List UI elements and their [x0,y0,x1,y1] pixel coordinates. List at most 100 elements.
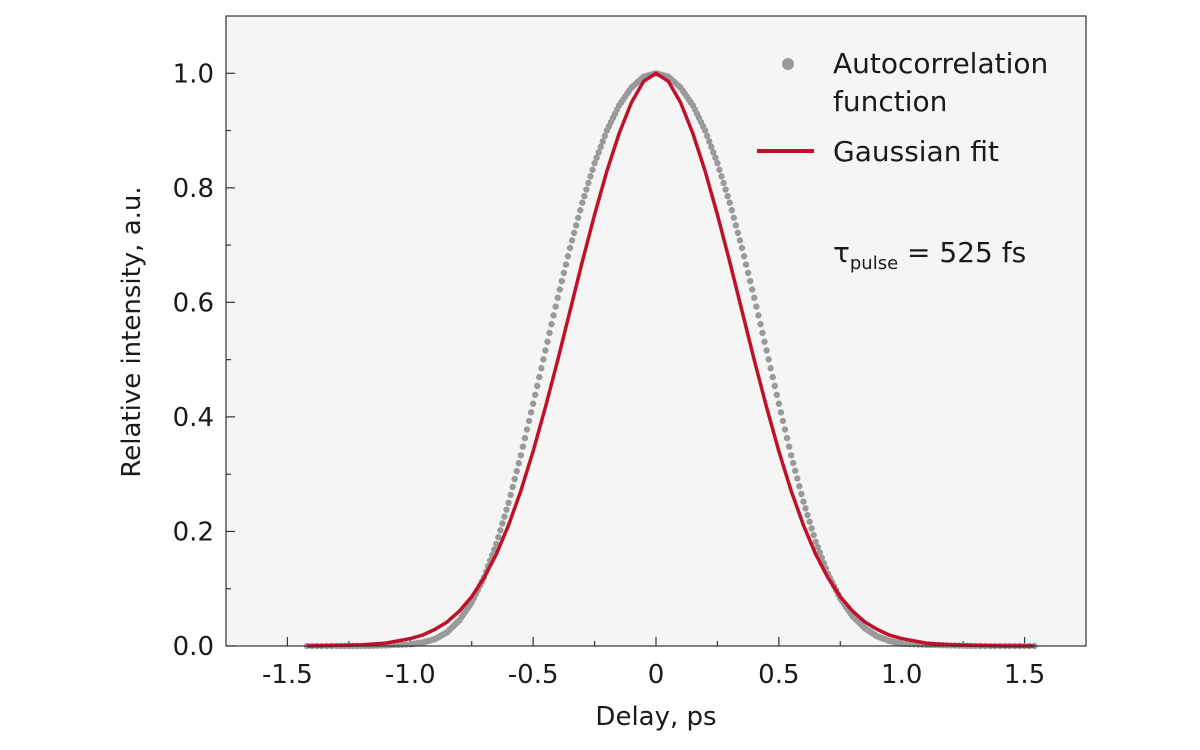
data-point-interp [507,491,514,499]
data-point [505,499,512,507]
data-point-interp [708,143,715,151]
plot-frame [225,15,1087,647]
data-point-interp [548,320,555,328]
data-point-interp [536,373,543,381]
data-point-interp [749,286,756,293]
data-point-interp [742,261,750,268]
data-point-interp [503,506,510,513]
data-point-interp [757,320,764,328]
data-point-interp [740,253,748,260]
data-point-interp [802,505,809,512]
data-point-interp [744,269,752,277]
data-point-interp [515,460,523,467]
data-point-interp [728,207,735,214]
data-point-interp [712,154,719,161]
data-point-interp [720,179,727,187]
data-point-interp [777,409,785,416]
data-point-interp [798,490,805,498]
x-axis-title: Delay, ps [595,702,716,732]
data-point-interp [765,356,772,363]
tau-subscript: pulse [850,253,898,274]
data-point [566,244,574,252]
data-point-interp [497,527,504,534]
data-point-interp [710,149,717,156]
data-point-interp [804,511,811,519]
data-point-interp [560,269,568,277]
data-point-interp [595,149,602,156]
data-point-interp [534,382,541,390]
data-point-interp [810,531,817,539]
data-point-interp [601,132,609,140]
data-point-interp [583,186,590,193]
tau-value: = 525 fs [898,236,1026,269]
data-point-interp [572,222,580,229]
data-point-interp [736,237,744,244]
y-axis-title: Relative intensity, a.u. [117,186,147,477]
x-tick-label: 1.0 [881,660,922,690]
data-point-interp [730,214,738,221]
data-point-interp [781,426,789,433]
data-point-interp [706,138,713,145]
data-point [701,127,709,134]
legend-label-autocorrelation-line1: Autocorrelation [833,47,1048,80]
data-point-interp [718,173,725,180]
legend-label-autocorrelation-line2: function [833,85,947,118]
data-point-interp [716,166,723,173]
data-point [517,452,525,459]
data-point-interp [792,467,799,474]
data-point-interp [773,391,781,399]
data-point-interp [546,329,553,337]
data-point-interp [585,179,592,187]
data-point-interp [562,261,570,268]
data-point [812,538,819,545]
x-tick-label: -1.0 [385,660,436,690]
data-point-interp [521,434,529,442]
data-point-interp [550,312,557,319]
data-point [738,244,746,252]
legend-marker-autocorrelation [782,58,794,70]
data-point-interp [771,382,778,390]
data-point-interp [785,443,793,450]
data-point-interp [501,513,508,520]
data-point-interp [581,192,588,200]
data-point-interp [746,277,754,285]
data-point-interp [509,483,516,491]
data-point [800,498,807,505]
x-tick-label: -1.5 [262,660,313,690]
legend: Autocorrelation function Gaussian fit [757,47,1048,168]
data-point-interp [531,391,539,399]
data-point-interp [564,253,572,260]
data-point-interp [783,434,791,442]
data-point-interp [587,173,594,180]
x-tick-label: 1.5 [1004,660,1045,690]
data-point-interp [577,207,584,214]
data-point-interp [574,214,582,221]
pulse-duration-annotation: τpulse = 525 fs [833,236,1026,274]
data-point [591,159,598,167]
data-point-interp [779,417,787,425]
data-point-interp [732,222,740,229]
data-point-interp [511,475,518,483]
data-point [542,347,549,354]
data-point-interp [538,365,545,372]
data-point [787,452,795,459]
data-point-interp [513,467,520,475]
data-point-interp [759,329,766,337]
data-point-interp [499,520,506,527]
data-point-interp [597,143,604,151]
data-point-interp [570,229,578,237]
data-point-interp [734,229,742,237]
data-point-interp [789,459,797,467]
data-point-interp [558,277,566,285]
y-tick-label: 0.8 [173,174,214,204]
x-tick-label: 0.5 [758,660,799,690]
legend-label-gaussian: Gaussian fit [833,135,999,168]
data-point-interp [794,475,801,482]
data-point [726,199,733,206]
data-point-interp [599,138,606,145]
data-point-interp [552,303,559,310]
x-tick-label: 0 [648,660,665,690]
data-point-interp [593,154,600,161]
data-point [775,400,783,407]
